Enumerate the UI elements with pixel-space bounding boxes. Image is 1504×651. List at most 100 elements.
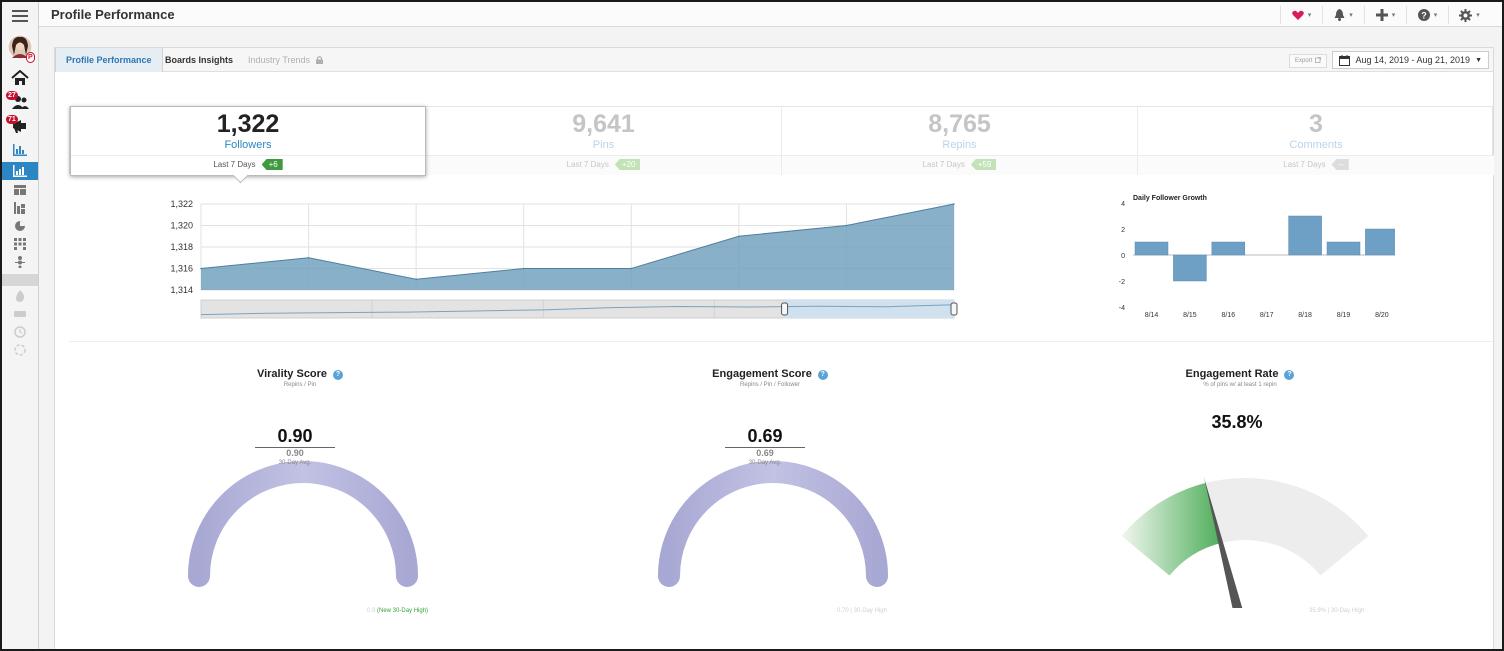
data-point [200, 267, 202, 270]
stat-period: Last 7 Days -- [1138, 155, 1494, 175]
virality-foot-prefix: 0.9 [367, 608, 376, 614]
stat-value: 3 [1309, 110, 1323, 138]
engagement-title: Engagement Score? [665, 368, 875, 380]
stats-strip: 1,322 Followers Last 7 Days +6 9,641 Pins… [69, 106, 1494, 176]
virality-foot-note: 0.9 (New 30-Day High) [367, 608, 428, 614]
help-icon[interactable]: ? [333, 370, 344, 380]
stat-label: Pins [592, 139, 615, 151]
top-bar: Profile Performance ▾ ▾ ▾ ? ▾ ▾ [39, 2, 1502, 27]
avatar[interactable]: P [2, 32, 38, 63]
navigator-line [200, 304, 955, 316]
tab-industry-trends[interactable]: Industry Trends [238, 48, 333, 72]
stat-delta-badge: +20 [614, 159, 641, 170]
sidebar: P 27 71 [2, 2, 39, 649]
rate-title: Engagement Rate? [1135, 368, 1345, 380]
top-bar-actions: ▾ ▾ ▾ ? ▾ ▾ [1280, 6, 1490, 24]
y-tick-label: 1,316 [170, 264, 193, 274]
menu-icon[interactable] [2, 4, 38, 28]
stat-followers[interactable]: 1,322 Followers Last 7 Days +6 [70, 106, 426, 176]
external-link-icon [1315, 57, 1321, 63]
engagement-value: 0.69 [725, 426, 805, 448]
stat-period: Last 7 Days +20 [426, 155, 781, 175]
x-tick-label: 8/18 [1298, 312, 1312, 319]
data-point [522, 267, 525, 270]
engagement-title-label: Engagement Score [712, 368, 812, 380]
tree-icon[interactable] [2, 254, 38, 270]
megaphone-icon[interactable]: 71 [2, 114, 38, 138]
virality-avg: 0.90 [286, 448, 304, 458]
engagement-subtitle: Repins / Pin / Follower [739, 382, 801, 388]
rate-subtitle: % of pins w/ at least 1 repin [1203, 382, 1277, 388]
stat-period: Last 7 Days +59 [782, 155, 1137, 175]
export-label: Export [1294, 58, 1313, 64]
stat-delta-badge: +59 [970, 159, 997, 170]
y-tick-label: -2 [1119, 279, 1125, 286]
virality-subtitle: Repins / Pin [283, 382, 317, 388]
plus-icon[interactable]: ▾ [1364, 6, 1406, 24]
data-point [845, 224, 848, 227]
flame-icon[interactable] [2, 288, 38, 304]
heart-icon[interactable]: ▾ [1280, 6, 1322, 24]
rate-value: 35.8% [1211, 412, 1263, 432]
home-icon[interactable] [2, 66, 38, 90]
virality-avg-label: 30-Day Avg. [278, 460, 312, 466]
bar [1211, 241, 1246, 256]
export-button[interactable]: Export [1288, 54, 1327, 68]
bell-icon[interactable]: ▾ [1322, 6, 1364, 24]
clock-icon[interactable] [2, 324, 38, 340]
stat-label: Comments [1289, 139, 1343, 151]
y-tick-label: 1,318 [170, 242, 193, 252]
gear-icon[interactable]: ▾ [1448, 6, 1490, 24]
followers-area-chart: 1,322 1,320 1,318 1,316 1,314 [170, 199, 958, 319]
stat-repins[interactable]: 8,765 Repins Last 7 Days +59 [782, 107, 1138, 175]
sidebar-separator [2, 274, 38, 286]
stat-pins[interactable]: 9,641 Pins Last 7 Days +20 [426, 107, 782, 175]
tab-profile-performance[interactable]: Profile Performance [55, 48, 163, 72]
data-point [415, 278, 417, 281]
gauge-fill [1121, 482, 1221, 576]
tab-boards-insights[interactable]: Boards Insights [165, 55, 234, 65]
data-point [953, 203, 955, 205]
range-selected [784, 300, 954, 318]
people-badge: 27 [6, 91, 18, 100]
virality-title-label: Virality Score [256, 368, 328, 380]
y-tick-label: 1,320 [170, 221, 193, 231]
analytics-icon[interactable] [2, 140, 38, 160]
stat-label: Repins [942, 139, 977, 151]
section-divider [69, 341, 1493, 342]
bar-icon[interactable] [2, 306, 38, 322]
stat-comments[interactable]: 3 Comments Last 7 Days -- [1138, 107, 1494, 175]
spinner-icon[interactable] [2, 342, 38, 358]
engagement-rate-gauge [1121, 477, 1369, 608]
daily-follower-growth-chart: Daily Follower Growth 4 2 0 -2 -4 8/14 8/15 8/16… [1119, 195, 1395, 319]
y-tick-label: -4 [1119, 305, 1125, 312]
help-icon[interactable]: ? [1284, 370, 1295, 380]
stat-delta-badge: -- [1331, 159, 1349, 170]
virality-gauge [188, 461, 418, 587]
y-tick-label: 1,314 [170, 285, 193, 295]
date-range-picker[interactable]: Aug 14, 2019 - Aug 21, 2019 ▼ [1332, 51, 1489, 69]
line-chart-icon[interactable] [2, 162, 38, 180]
help-icon[interactable]: ? ▾ [1406, 6, 1448, 24]
engagement-foot-note: 0.70 | 30-Day High [837, 608, 887, 614]
virality-title: Virality Score? [195, 368, 405, 380]
stat-period-label: Last 7 Days [213, 160, 256, 169]
rate-foot-note: 35.9% | 30-Day High [1309, 608, 1365, 614]
pins-icon[interactable] [2, 200, 38, 216]
engagement-gauge [658, 461, 888, 587]
pie-icon[interactable] [2, 218, 38, 234]
stat-period-label: Last 7 Days [922, 160, 965, 169]
engagement-avg-label: 30-Day Avg. [748, 460, 782, 466]
bar [1365, 228, 1395, 256]
tab-bar: Profile Performance Boards Insights Indu… [55, 48, 1493, 72]
stat-value: 9,641 [572, 110, 635, 138]
stat-period-label: Last 7 Days [1283, 160, 1326, 169]
people-icon[interactable]: 27 [2, 90, 38, 114]
bar [1173, 254, 1207, 282]
grid-icon[interactable] [2, 236, 38, 252]
help-icon[interactable]: ? [817, 370, 828, 380]
y-tick-label: 4 [1121, 201, 1125, 208]
stat-delta-badge: +6 [261, 159, 283, 170]
boards-icon[interactable] [2, 182, 38, 198]
tab-industry-trends-label: Industry Trends [248, 55, 311, 65]
